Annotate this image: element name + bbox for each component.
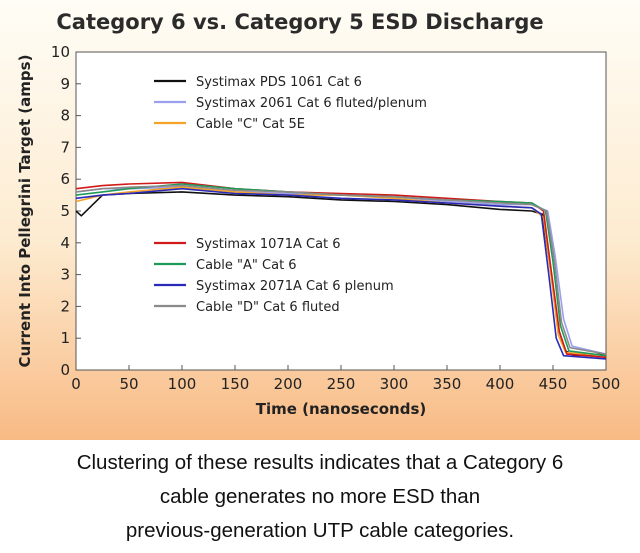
x-tick-label: 450: [539, 375, 568, 393]
y-axis-title: Current Into Pellegrini Target (amps): [16, 55, 34, 368]
series-line: [75, 181, 607, 359]
legend-label: Cable "D" Cat 6 fluted: [196, 300, 340, 315]
series-line: [75, 184, 607, 355]
y-tick-label: 8: [60, 107, 70, 125]
figure-caption: Clustering of these results indicates th…: [10, 446, 630, 548]
esd-discharge-chart: 0 50 100 150 200 250 300 350 400 450 500 0 1 2 3 4 5 6 7 8 9…: [16, 43, 621, 418]
y-tick-label: 2: [60, 297, 70, 315]
x-tick-label: 200: [274, 375, 303, 393]
x-tick-label: 250: [327, 375, 356, 393]
legend-label: Systimax 2061 Cat 6 fluted/plenum: [196, 96, 427, 111]
legend-label: Cable "A" Cat 6: [196, 258, 297, 273]
x-tick-label: 300: [380, 375, 409, 393]
y-tick-label: 3: [60, 266, 70, 284]
x-tick-label: 150: [221, 375, 250, 393]
x-tick-label: 500: [592, 375, 621, 393]
y-tick-label: 4: [60, 234, 70, 252]
x-axis-title: Time (nanoseconds): [256, 400, 427, 418]
y-tick-label: 9: [60, 75, 70, 93]
x-tick-label: 100: [168, 375, 197, 393]
x-tick-label: 50: [119, 375, 138, 393]
caption-line: cable generates no more ESD than: [159, 485, 481, 508]
series-line: [75, 187, 607, 360]
y-tick-label: 7: [60, 138, 70, 156]
x-tick-label: 0: [71, 375, 81, 393]
legend-label: Systimax 2071A Cat 6 plenum: [196, 279, 394, 294]
y-tick-label: 6: [60, 170, 70, 188]
x-tick-label: 350: [433, 375, 462, 393]
legend-label: Systimax 1071A Cat 6: [196, 237, 341, 252]
x-tick-label: 400: [486, 375, 515, 393]
legend-label: Systimax PDS 1061 Cat 6: [196, 75, 362, 90]
legend-label: Cable "C" Cat 5E: [196, 117, 305, 132]
y-tick-label: 1: [60, 329, 70, 347]
caption-line: previous-generation UTP cable categories…: [125, 519, 515, 542]
y-tick-label: 5: [60, 202, 70, 220]
caption-line: Clustering of these results indicates th…: [76, 451, 564, 474]
chart-title: Category 6 vs. Category 5 ESD Discharge: [56, 10, 544, 34]
y-tick-label: 0: [60, 361, 70, 379]
y-tick-label: 10: [51, 43, 70, 61]
